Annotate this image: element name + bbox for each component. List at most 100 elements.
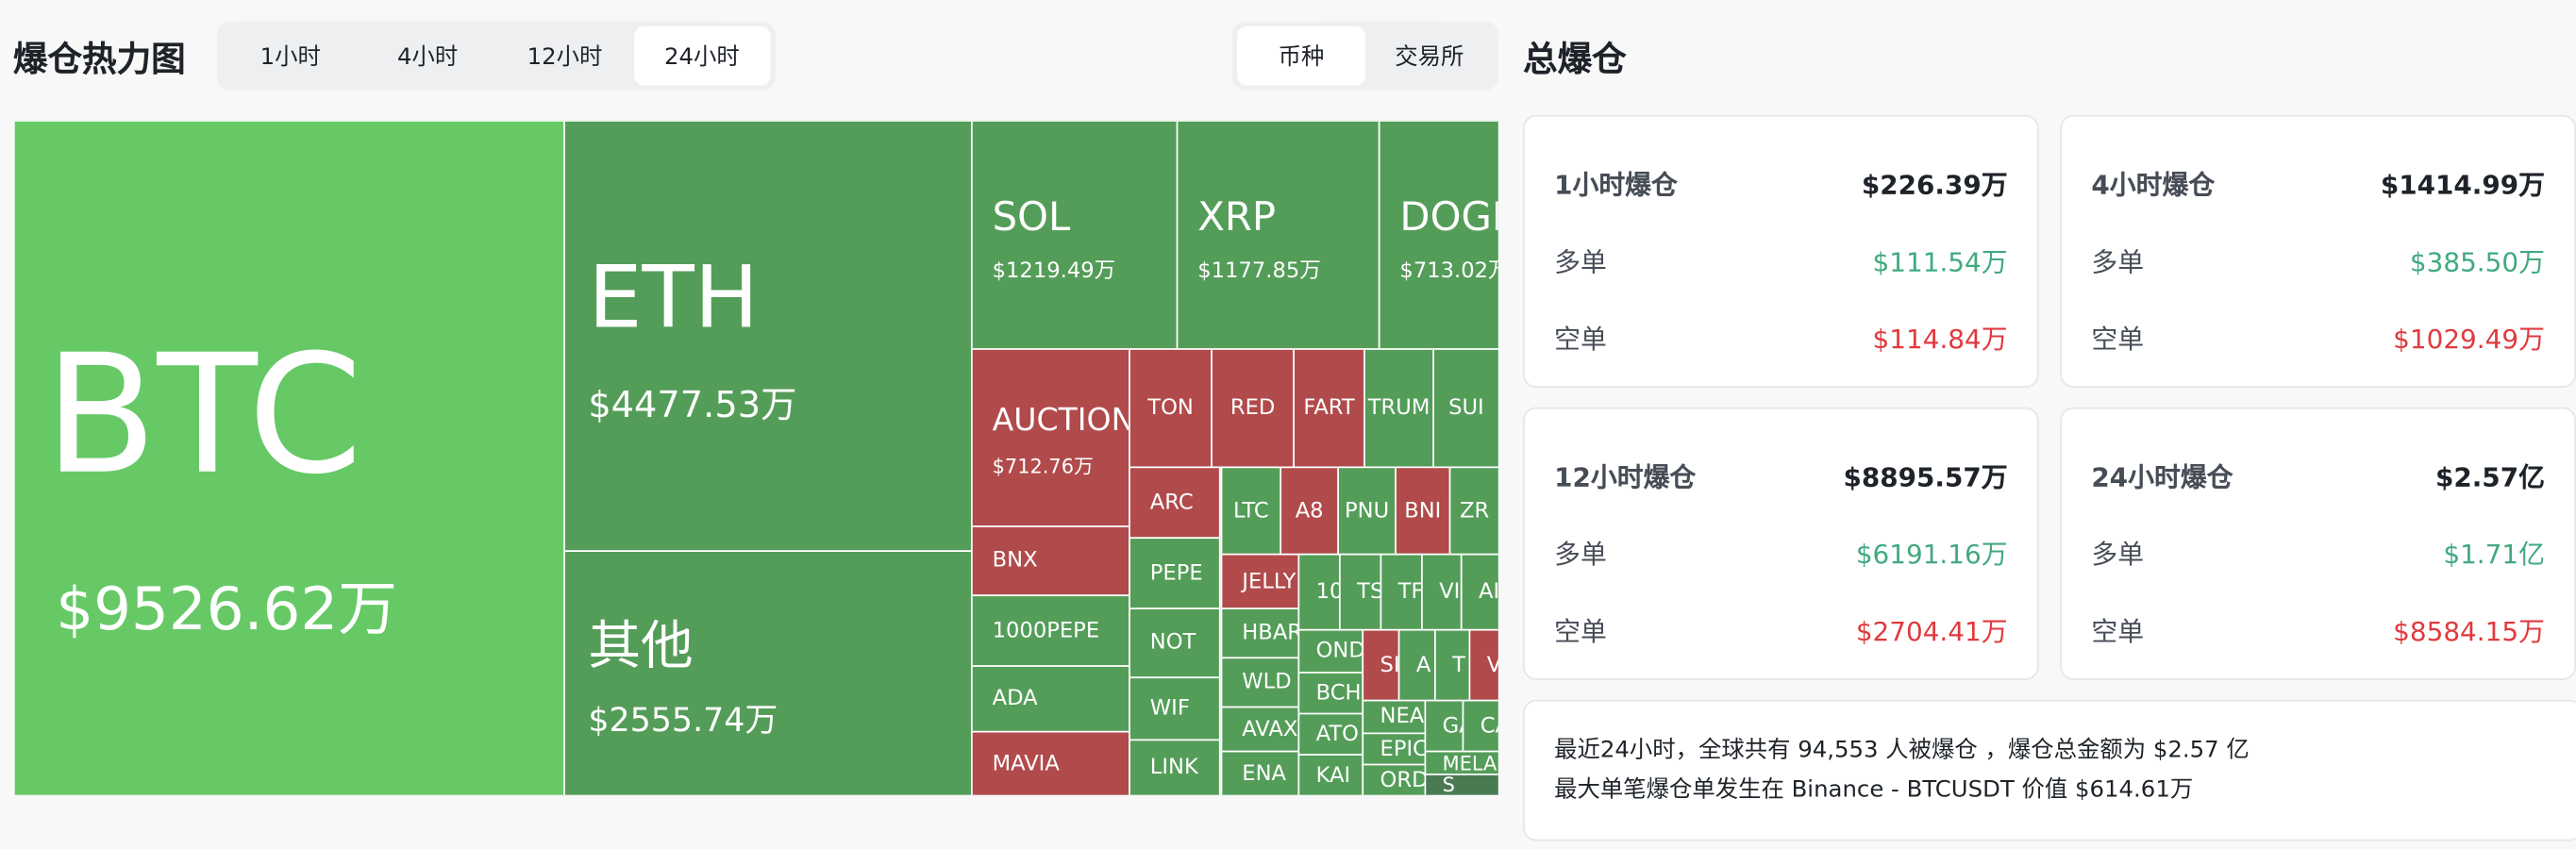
tile-symbol: EPIC <box>1380 737 1427 762</box>
tab-4h[interactable]: 4小时 <box>396 44 459 71</box>
treemap-tile-tf[interactable]: TF <box>1380 553 1423 631</box>
treemap-tile-epic[interactable]: EPIC <box>1362 732 1427 766</box>
treemap-tile-nea[interactable]: NEA <box>1362 699 1427 735</box>
treemap-tile-ord[interactable]: ORD <box>1362 763 1427 795</box>
treemap-tile-bni[interactable]: BNI <box>1395 466 1451 556</box>
card-total-row: 1小时爆仓 $226.39万 <box>1554 162 2008 202</box>
liquidation-card: 12小时爆仓 $8895.57万 多单 $6191.16万 空单 $2704.41万 <box>1522 407 2039 680</box>
treemap-tile-ena[interactable]: ENA <box>1220 750 1300 795</box>
treemap-tile-mela[interactable]: MELA <box>1424 750 1498 775</box>
treemap-tile-s[interactable]: S <box>1424 774 1498 795</box>
tile-symbol: ZR <box>1459 498 1490 524</box>
treemap-tile-kai[interactable]: KAI <box>1297 754 1364 795</box>
time-range-tabs: 1小时 4小时 12小时 24小时 <box>216 21 776 91</box>
treemap-tile-t[interactable]: T <box>1433 628 1471 702</box>
treemap-tile-red[interactable]: RED <box>1211 348 1295 469</box>
treemap-tile-zr[interactable]: ZR <box>1448 466 1498 556</box>
treemap-tile-mavia[interactable]: MAVIA <box>970 730 1130 795</box>
tile-symbol: BNX <box>992 548 1038 574</box>
treemap-tile-vi[interactable]: VI <box>1421 553 1463 631</box>
treemap-tile-wld[interactable]: WLD <box>1220 657 1300 708</box>
tile-symbol: BTC <box>44 318 363 511</box>
tab-12h[interactable]: 12小时 <box>527 44 603 71</box>
treemap-tile-ai[interactable]: AI <box>1460 553 1498 631</box>
treemap-tile-doge[interactable]: DOGE $713.02万 <box>1378 120 1498 350</box>
treemap-tile-trum[interactable]: TRUM <box>1363 348 1434 469</box>
card-label: 4小时爆仓 <box>2091 169 2216 201</box>
tile-symbol: OND <box>1315 639 1364 664</box>
tile-value: $1177.85万 <box>1197 259 1321 285</box>
group-by-tabs: 币种 交易所 <box>1231 21 1498 91</box>
treemap-tile-其他[interactable]: 其他 $2555.74万 <box>563 550 973 795</box>
long-value: $6191.16万 <box>1855 539 2008 571</box>
tile-symbol: LTC <box>1232 498 1269 524</box>
tile-symbol: TON <box>1147 395 1194 422</box>
tile-symbol: KAI <box>1315 763 1351 789</box>
treemap-tile-pepe[interactable]: PEPE <box>1129 537 1221 609</box>
tile-symbol: JELLY <box>1242 569 1296 594</box>
tile-symbol: MAVIA <box>992 751 1060 776</box>
treemap-tile-wif[interactable]: WIF <box>1129 676 1221 741</box>
tile-symbol: PEPE <box>1149 560 1203 587</box>
treemap-tile-ton[interactable]: TON <box>1129 348 1213 469</box>
tab-exchange[interactable]: 交易所 <box>1395 44 1464 71</box>
treemap-tile-pnu[interactable]: PNU <box>1337 466 1397 556</box>
treemap-tile-1000pepe[interactable]: 1000PEPE <box>970 594 1130 667</box>
tile-value: $4477.53万 <box>588 386 797 427</box>
tile-symbol: WLD <box>1242 670 1292 695</box>
treemap-tile-ato[interactable]: ATO <box>1297 712 1364 756</box>
tile-symbol: ATO <box>1315 722 1359 747</box>
card-total-row: 4小时爆仓 $1414.99万 <box>2091 162 2545 202</box>
heatmap-title: 爆仓热力图 <box>12 39 186 79</box>
treemap-tile-avax[interactable]: AVAX <box>1220 706 1300 753</box>
liquidation-card: 24小时爆仓 $2.57亿 多单 $1.71亿 空单 $8584.15万 <box>2060 407 2576 680</box>
treemap-tile-ga[interactable]: GA <box>1424 699 1464 753</box>
tile-value: $2555.74万 <box>588 699 778 740</box>
treemap-tile-ts[interactable]: TS <box>1338 553 1382 631</box>
short-label: 空单 <box>2091 323 2145 356</box>
tile-symbol: A <box>1415 653 1431 678</box>
short-label: 空单 <box>1554 615 1607 647</box>
treemap-tile-sui[interactable]: SUI <box>1432 348 1498 469</box>
treemap-tile-ond[interactable]: OND <box>1297 628 1364 674</box>
treemap-tile-xrp[interactable]: XRP $1177.85万 <box>1176 120 1380 350</box>
treemap-tile-fart[interactable]: FART <box>1293 348 1365 469</box>
liquidation-card: 1小时爆仓 $226.39万 多单 $111.54万 空单 $114.84万 <box>1522 114 2039 388</box>
treemap-tile-hbar[interactable]: HBAR <box>1220 608 1300 659</box>
card-long-row: 多单 $1.71亿 <box>2091 532 2545 572</box>
tab-24h[interactable]: 24小时 <box>633 25 771 86</box>
treemap-tile-bnx[interactable]: BNX <box>970 525 1130 597</box>
short-value: $114.84万 <box>1872 323 2008 356</box>
tab-coin[interactable]: 币种 <box>1237 25 1365 86</box>
tile-symbol: SUI <box>1448 395 1484 422</box>
treemap-tile-ca[interactable]: CA <box>1462 699 1498 753</box>
treemap-tile-eth[interactable]: ETH $4477.53万 <box>563 120 973 553</box>
treemap-tile-not[interactable]: NOT <box>1129 608 1221 679</box>
long-value: $385.50万 <box>2409 246 2545 278</box>
treemap-tile-jelly[interactable]: JELLY <box>1220 553 1300 609</box>
tile-symbol: TRUM <box>1367 395 1430 422</box>
card-total-row: 24小时爆仓 $2.57亿 <box>2091 455 2545 494</box>
treemap-tile-sol[interactable]: SOL $1219.49万 <box>970 120 1179 350</box>
treemap-tile-si[interactable]: SI <box>1362 628 1400 702</box>
treemap-tile-auction[interactable]: AUCTION $712.76万 <box>970 348 1130 527</box>
treemap-tile-v[interactable]: V <box>1468 628 1498 702</box>
card-label: 24小时爆仓 <box>2091 461 2233 493</box>
treemap-tile-10[interactable]: 10 <box>1297 553 1341 631</box>
treemap-tile-btc[interactable]: BTC $9526.62万 <box>12 120 565 795</box>
treemap-tile-bch[interactable]: BCH <box>1297 672 1364 715</box>
tab-1h[interactable]: 1小时 <box>259 44 321 71</box>
card-label: 1小时爆仓 <box>1554 169 1678 201</box>
tile-symbol: AI <box>1478 579 1498 606</box>
card-total-row: 12小时爆仓 $8895.57万 <box>1554 455 2008 494</box>
tile-symbol: A8 <box>1295 498 1324 524</box>
tile-symbol: V <box>1487 653 1498 677</box>
treemap-tile-arc[interactable]: ARC <box>1129 466 1221 540</box>
treemap-tile-link[interactable]: LINK <box>1129 739 1221 795</box>
treemap-tile-a8[interactable]: A8 <box>1280 466 1339 556</box>
treemap-tile-ltc[interactable]: LTC <box>1220 466 1282 556</box>
tile-symbol: FART <box>1303 395 1355 422</box>
treemap-tile-a[interactable]: A <box>1397 628 1436 702</box>
treemap-tile-ada[interactable]: ADA <box>970 665 1130 733</box>
